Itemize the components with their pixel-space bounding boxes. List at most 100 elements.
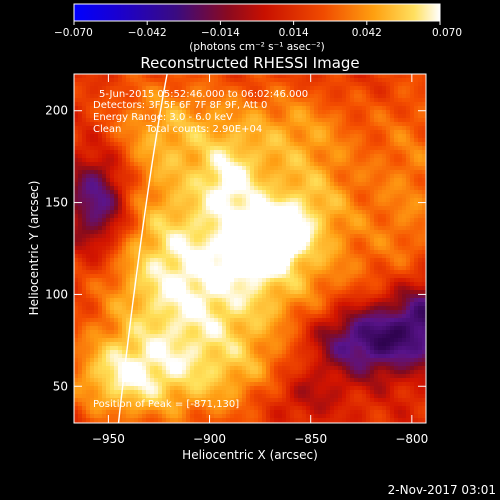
heatmap-pixel (318, 130, 323, 135)
heatmap-pixel (422, 178, 426, 183)
heatmap-pixel (258, 202, 263, 207)
heatmap-pixel (154, 90, 159, 95)
heatmap-pixel (410, 122, 415, 127)
heatmap-pixel (106, 154, 111, 159)
heatmap-pixel (166, 134, 171, 139)
heatmap-pixel (386, 182, 391, 187)
heatmap-pixel (198, 154, 203, 159)
heatmap-pixel (254, 98, 259, 103)
heatmap-pixel (370, 286, 375, 291)
heatmap-pixel (114, 214, 119, 219)
heatmap-pixel (322, 94, 327, 99)
heatmap-pixel (422, 118, 426, 123)
heatmap-pixel (322, 170, 327, 175)
heatmap-pixel (206, 206, 211, 211)
heatmap-pixel (362, 286, 367, 291)
heatmap-pixel (238, 146, 243, 151)
heatmap-pixel (122, 154, 127, 159)
heatmap-pixel (354, 262, 359, 267)
heatmap-pixel (186, 86, 191, 91)
heatmap-pixel (90, 166, 95, 171)
heatmap-pixel (94, 234, 99, 239)
heatmap-pixel (310, 178, 315, 183)
heatmap-pixel (298, 78, 303, 83)
heatmap-pixel (326, 94, 331, 99)
heatmap-pixel (130, 142, 135, 147)
heatmap-pixel (90, 178, 95, 183)
heatmap-pixel (370, 238, 375, 243)
heatmap-pixel (382, 198, 387, 203)
heatmap-pixel (334, 254, 339, 259)
heatmap-pixel (186, 98, 191, 103)
heatmap-pixel (122, 122, 127, 127)
heatmap-pixel (358, 214, 363, 219)
heatmap-pixel (106, 202, 111, 207)
heatmap-pixel (138, 162, 143, 167)
heatmap-pixel (158, 82, 163, 87)
heatmap-pixel (114, 206, 119, 211)
heatmap-pixel (366, 142, 371, 147)
heatmap-pixel (110, 146, 115, 151)
heatmap-pixel (194, 102, 199, 107)
heatmap-pixel (346, 102, 351, 107)
heatmap-pixel (146, 182, 151, 187)
heatmap-pixel (330, 262, 335, 267)
heatmap-pixel (398, 222, 403, 227)
colorbar-tick-label: 0.014 (279, 27, 309, 39)
heatmap-pixel (166, 234, 171, 239)
heatmap-pixel (382, 226, 387, 231)
heatmap-pixel (90, 182, 95, 187)
heatmap-pixel (302, 86, 307, 91)
heatmap-pixel (246, 110, 251, 115)
heatmap-pixel (138, 278, 143, 283)
heatmap-pixel (350, 282, 355, 287)
heatmap-pixel (178, 122, 183, 127)
heatmap-pixel (302, 270, 307, 275)
heatmap-pixel (326, 146, 331, 151)
heatmap-pixel (290, 194, 295, 199)
heatmap-pixel (342, 238, 347, 243)
heatmap-pixel (126, 226, 131, 231)
heatmap-pixel (354, 214, 359, 219)
heatmap-pixel (410, 226, 415, 231)
heatmap-pixel (406, 262, 411, 267)
heatmap-pixel (86, 122, 91, 127)
heatmap-pixel (382, 106, 387, 111)
heatmap-pixel (78, 282, 83, 287)
heatmap-pixel (310, 146, 315, 151)
heatmap-pixel (182, 262, 187, 267)
heatmap-pixel (126, 154, 131, 159)
heatmap-pixel (366, 82, 371, 87)
heatmap-pixel (174, 174, 179, 179)
heatmap-pixel (330, 222, 335, 227)
heatmap-pixel (370, 122, 375, 127)
heatmap-pixel (94, 134, 99, 139)
heatmap-pixel (218, 262, 223, 267)
heatmap-pixel (150, 78, 155, 83)
heatmap-pixel (330, 162, 335, 167)
heatmap-pixel (382, 182, 387, 187)
heatmap-pixel (354, 274, 359, 279)
heatmap-pixel (358, 242, 363, 247)
heatmap-pixel (82, 150, 87, 155)
heatmap-pixel (394, 82, 399, 87)
heatmap-pixel (214, 222, 219, 227)
heatmap-pixel (362, 202, 367, 207)
heatmap-pixel (82, 298, 87, 303)
heatmap-pixel (230, 202, 235, 207)
heatmap-pixel (114, 166, 119, 171)
heatmap-pixel (230, 126, 235, 131)
heatmap-pixel (386, 274, 391, 279)
heatmap-pixel (366, 258, 371, 263)
heatmap-pixel (274, 282, 279, 287)
heatmap-pixel (378, 242, 383, 247)
heatmap-pixel (286, 290, 291, 295)
heatmap-pixel (386, 206, 391, 211)
heatmap-pixel (98, 102, 103, 107)
heatmap-pixel (74, 110, 79, 115)
heatmap-pixel (374, 150, 379, 155)
heatmap-pixel (242, 122, 247, 127)
heatmap-pixel (366, 222, 371, 227)
heatmap-pixel (74, 102, 79, 107)
heatmap-pixel (382, 206, 387, 211)
